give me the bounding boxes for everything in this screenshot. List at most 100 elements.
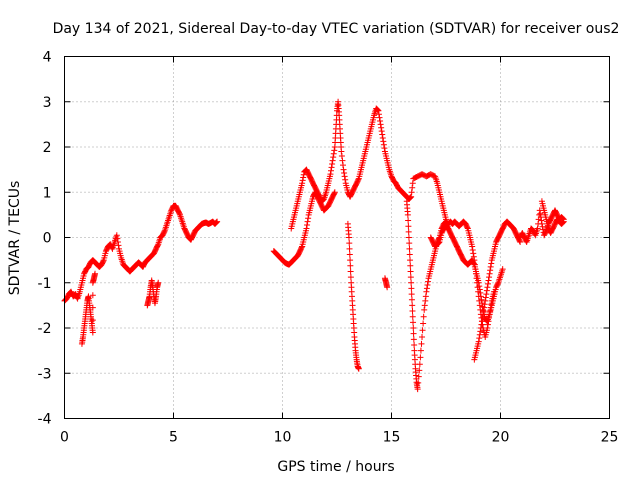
data-point (474, 284, 481, 291)
data-point (338, 148, 345, 155)
data-point (516, 237, 523, 244)
data-point (478, 318, 485, 325)
data-point (347, 257, 354, 264)
series-ous2-track-a (61, 202, 221, 304)
data-point (482, 294, 489, 301)
data-point (410, 330, 417, 337)
data-point (377, 117, 384, 124)
data-point (424, 282, 431, 289)
data-point (487, 267, 494, 274)
data-point (176, 210, 183, 217)
data-point (355, 365, 362, 372)
data-point (409, 184, 416, 191)
data-point (475, 293, 482, 300)
data-point (475, 288, 482, 295)
data-point (347, 268, 354, 275)
data-point (415, 379, 422, 386)
data-point (113, 232, 120, 239)
y-tick-label: 1 (43, 185, 52, 201)
data-point (420, 320, 427, 327)
y-tick-label: -1 (38, 276, 52, 292)
data-point (487, 304, 494, 311)
data-point (408, 291, 415, 298)
x-tick-label: 20 (492, 430, 510, 446)
data-point (422, 297, 429, 304)
data-point (100, 258, 107, 265)
data-point (481, 301, 488, 308)
data-point (346, 240, 353, 247)
y-tick-label: 2 (43, 140, 52, 156)
data-point (345, 234, 352, 241)
data-point (92, 270, 99, 277)
data-point (213, 219, 220, 226)
data-point (487, 263, 494, 270)
y-axis-label: SDTVAR / TECUs (7, 181, 23, 296)
data-point (499, 266, 506, 273)
data-point (304, 218, 311, 225)
data-point (480, 311, 487, 318)
data-point (89, 304, 96, 311)
data-point (425, 278, 432, 285)
data-point (482, 297, 489, 304)
data-point (376, 114, 383, 121)
data-point (339, 162, 346, 169)
data-point (329, 157, 336, 164)
data-point (410, 319, 417, 326)
data-point (411, 341, 418, 348)
series-ous2-track-d (270, 243, 306, 268)
data-point (421, 302, 428, 309)
data-point (405, 234, 412, 241)
data-point (473, 275, 480, 282)
data-point (406, 240, 413, 247)
data-point (409, 302, 416, 309)
data-point (331, 189, 338, 196)
x-tick-label: 15 (383, 430, 401, 446)
data-point (409, 180, 416, 187)
data-point (478, 321, 485, 328)
data-point (405, 217, 412, 224)
data-point (331, 190, 338, 197)
data-point (346, 251, 353, 258)
data-point (407, 194, 414, 201)
data-point (534, 225, 541, 232)
y-tick-label: 4 (43, 50, 52, 66)
data-point (483, 287, 490, 294)
data-point (470, 260, 477, 267)
data-point (381, 145, 388, 152)
data-point (406, 251, 413, 258)
data-point (416, 367, 423, 374)
data-point (303, 225, 310, 232)
data-point (484, 284, 491, 291)
data-point (327, 171, 334, 178)
data-point (114, 235, 121, 242)
data-point (475, 338, 482, 345)
data-point (471, 257, 478, 264)
data-point (374, 107, 381, 114)
data-point (338, 153, 345, 160)
data-point (405, 228, 412, 235)
x-tick-label: 25 (601, 430, 619, 446)
data-point (346, 245, 353, 252)
data-point (213, 219, 220, 226)
data-point (421, 306, 428, 313)
data-point (355, 176, 362, 183)
data-point (407, 194, 414, 201)
data-point (485, 318, 492, 325)
data-point (300, 174, 307, 181)
series-ous2-track-b (78, 270, 99, 347)
data-point (409, 308, 416, 315)
series-ous2-track-c (144, 277, 162, 309)
data-point (161, 228, 168, 235)
data-point (476, 302, 483, 309)
data-point (483, 291, 490, 298)
data-point (299, 180, 306, 187)
data-point (417, 347, 424, 354)
data-point (405, 223, 412, 230)
y-tick-label: -2 (38, 321, 52, 337)
data-points (61, 98, 567, 393)
series-ous2-track-j (427, 223, 506, 325)
x-tick-label: 5 (169, 430, 178, 446)
data-point (347, 262, 354, 269)
data-point (89, 292, 96, 299)
